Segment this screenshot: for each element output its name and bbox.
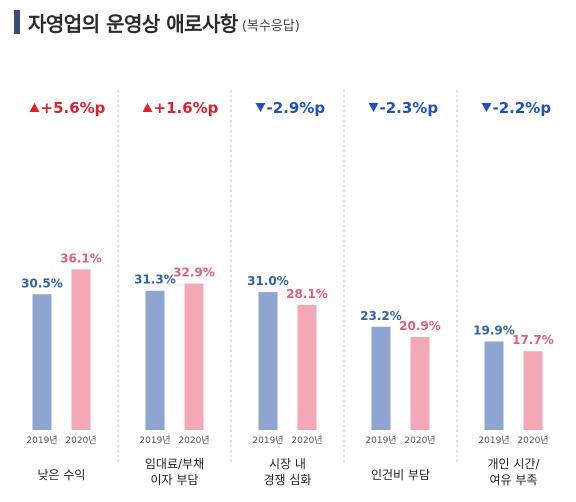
bar-2020 — [410, 336, 430, 430]
chart-title: 자영업의 운영상 애로사항 — [28, 11, 238, 36]
year-label-2019: 2019년 — [252, 435, 283, 446]
category-label: 개인 시간/ — [487, 457, 540, 471]
value-label-2020: 28.1% — [286, 287, 328, 301]
bar-2019 — [371, 326, 391, 430]
category-label: 임대료/부채 — [145, 457, 204, 471]
delta-label: -2.9%p — [267, 99, 326, 117]
delta-label: +1.6%p — [154, 99, 219, 117]
value-label-2019: 19.9% — [473, 323, 515, 337]
bar-2020 — [71, 269, 91, 430]
delta-label: -2.2%p — [493, 99, 552, 117]
delta-down-icon — [481, 103, 492, 112]
year-label-2019: 2019년 — [26, 435, 57, 446]
year-label-2020: 2020년 — [178, 435, 209, 446]
bar-2019 — [484, 341, 504, 430]
year-label-2020: 2020년 — [517, 435, 548, 446]
value-label-2020: 17.7% — [512, 333, 554, 347]
category-label: 경쟁 심화 — [264, 473, 312, 487]
value-label-2020: 32.9% — [173, 266, 215, 280]
value-label-2019: 31.0% — [247, 274, 289, 288]
year-label-2020: 2020년 — [65, 435, 96, 446]
bar-2019 — [258, 292, 278, 430]
delta-down-icon — [255, 103, 266, 112]
year-label-2019: 2019년 — [139, 435, 170, 446]
value-label-2020: 36.1% — [60, 251, 102, 265]
value-label-2019: 31.3% — [134, 273, 176, 287]
bar-2020 — [523, 351, 543, 430]
category-label: 이자 부담 — [151, 473, 199, 487]
category-label: 여유 부족 — [490, 473, 538, 487]
delta-label: -2.3%p — [380, 99, 439, 117]
title-accent-bar — [14, 10, 20, 34]
category-label: 낮은 수익 — [38, 468, 86, 482]
chart-header: 자영업의 운영상 애로사항 (복수응답) — [14, 8, 300, 36]
value-label-2019: 23.2% — [360, 309, 402, 323]
delta-up-icon — [142, 103, 153, 112]
delta-down-icon — [368, 103, 379, 112]
year-label-2020: 2020년 — [291, 435, 322, 446]
delta-up-icon — [29, 103, 40, 112]
year-label-2019: 2019년 — [478, 435, 509, 446]
bar-2019 — [32, 294, 52, 430]
category-label: 시장 내 — [269, 457, 306, 471]
value-label-2020: 20.9% — [399, 319, 441, 333]
bar-2019 — [145, 290, 165, 430]
year-label-2019: 2019년 — [365, 435, 396, 446]
year-label-2020: 2020년 — [404, 435, 435, 446]
delta-label: +5.6%p — [41, 99, 106, 117]
category-label: 인건비 부담 — [371, 468, 430, 482]
bar-2020 — [297, 304, 317, 430]
bar-2020 — [184, 283, 204, 430]
chart-subtitle: (복수응답) — [241, 19, 300, 34]
value-label-2019: 30.5% — [21, 276, 63, 290]
